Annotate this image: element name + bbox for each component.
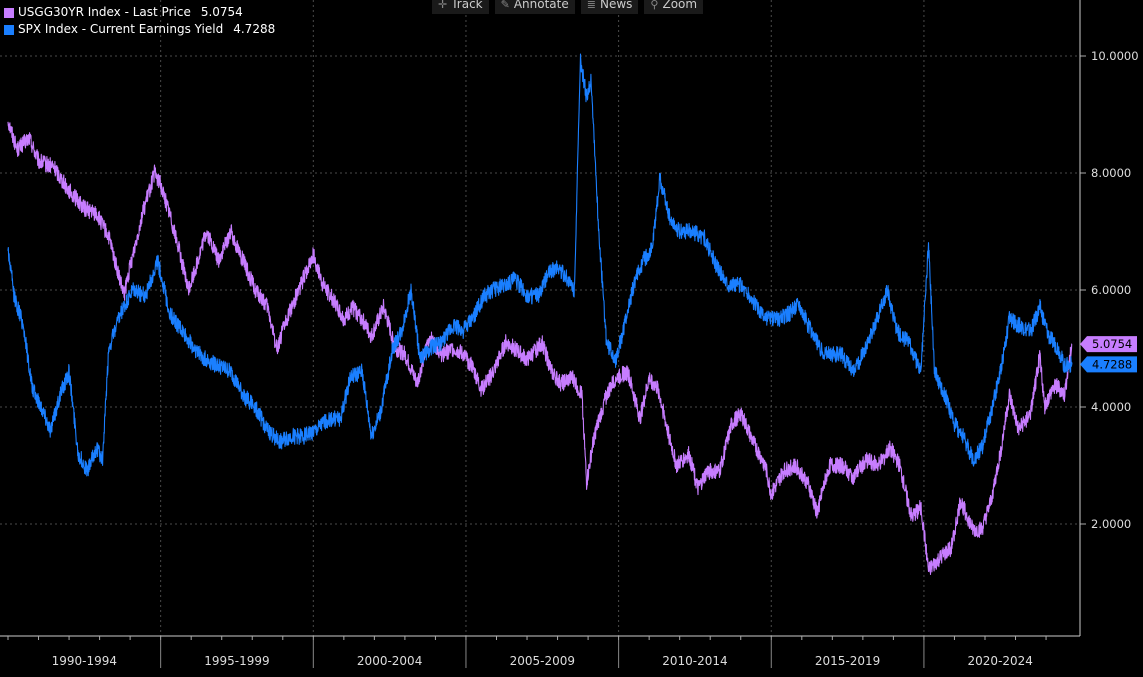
series-line-0 xyxy=(7,121,1073,576)
legend-value-usgg30yr: 5.0754 xyxy=(200,5,243,19)
x-category-label-4: 2010-2014 xyxy=(662,654,727,668)
y-tick-label-0: 2.0000 xyxy=(1091,517,1131,531)
track-button[interactable]: ✛ Track xyxy=(432,0,489,14)
last-value-tag-1: 4.7288 xyxy=(1080,356,1137,373)
annotate-button[interactable]: ✎ Annotate xyxy=(494,0,575,14)
legend-label-spx: SPX Index - Current Earnings Yield xyxy=(18,22,224,36)
news-icon: ≣ xyxy=(586,0,596,11)
last-value-tag-text-0: 5.0754 xyxy=(1092,337,1132,351)
news-label: News xyxy=(599,0,633,11)
last-value-tag-bg-1 xyxy=(1080,356,1137,373)
y-tick-label-1: 4.0000 xyxy=(1091,400,1131,414)
legend: USGG30YR Index - Last Price 5.0754 SPX I… xyxy=(4,4,275,38)
y-tick-label-2: 6.0000 xyxy=(1091,283,1131,297)
last-value-tag-0: 5.0754 xyxy=(1080,336,1137,353)
y-tick-label-3: 8.0000 xyxy=(1091,166,1131,180)
last-value-tag-bg-0 xyxy=(1080,336,1137,353)
x-category-label-3: 2005-2009 xyxy=(510,654,575,668)
x-category-label-5: 2015-2019 xyxy=(815,654,880,668)
legend-label-usgg30yr: USGG30YR Index - Last Price xyxy=(18,5,191,19)
y-tick-label-4: 10.0000 xyxy=(1091,49,1139,63)
legend-value-spx: 4.7288 xyxy=(233,22,276,36)
series-line-1 xyxy=(7,53,1073,477)
legend-row-usgg30yr[interactable]: USGG30YR Index - Last Price 5.0754 xyxy=(4,4,275,21)
x-category-label-2: 2000-2004 xyxy=(357,654,422,668)
legend-row-spx[interactable]: SPX Index - Current Earnings Yield 4.728… xyxy=(4,21,275,38)
news-button[interactable]: ≣ News xyxy=(580,0,639,14)
last-value-tag-text-1: 4.7288 xyxy=(1092,357,1132,371)
pencil-icon: ✎ xyxy=(500,0,510,11)
chart-toolbar: ✛ Track ✎ Annotate ≣ News ⚲ Zoom xyxy=(432,0,704,14)
x-category-label-0: 1990-1994 xyxy=(52,654,117,668)
legend-swatch-usgg30yr xyxy=(4,7,14,18)
x-category-label-1: 1995-1999 xyxy=(204,654,269,668)
zoom-label: Zoom xyxy=(662,0,698,11)
magnifier-icon: ⚲ xyxy=(650,0,659,11)
zoom-button[interactable]: ⚲ Zoom xyxy=(644,0,704,14)
legend-swatch-spx xyxy=(4,24,14,35)
track-label: Track xyxy=(451,0,483,11)
crosshair-icon: ✛ xyxy=(438,0,448,11)
x-category-label-6: 2020-2024 xyxy=(968,654,1033,668)
annotate-label: Annotate xyxy=(513,0,569,11)
